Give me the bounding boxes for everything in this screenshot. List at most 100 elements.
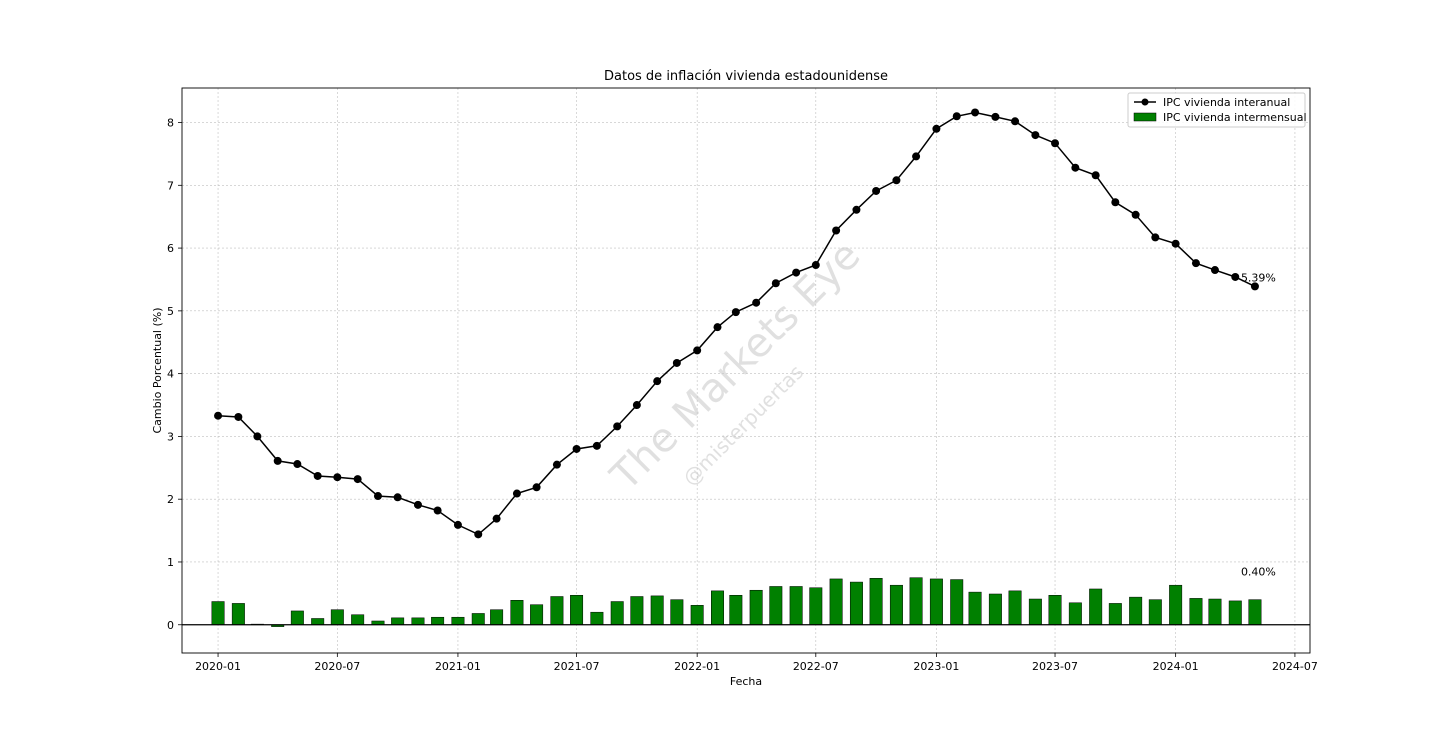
line-point [991,112,1000,121]
line-point [512,489,521,498]
bar [231,603,245,626]
bar [530,604,544,626]
bar [211,601,225,625]
line-point [693,346,702,355]
bar [1129,596,1143,626]
bar [391,617,405,625]
line-point [912,152,921,161]
watermark: The Markets Eye @misterpuertas [602,232,870,500]
y-tick-label: 8 [167,117,174,130]
bar [670,599,684,626]
line-point [1011,117,1020,126]
y-axis-label: Cambio Porcentual (%) [151,307,164,433]
bar [471,613,485,626]
x-tick-label: 2024-07 [1272,660,1318,673]
y-tick-label: 5 [167,305,174,318]
bar [829,578,843,626]
bar [1068,602,1082,625]
x-tick-label: 2023-07 [1032,660,1078,673]
line-point [393,493,402,502]
bar [988,593,1002,626]
bar [411,617,425,625]
grid [182,88,1310,653]
legend-bar-swatch [1133,112,1157,122]
legend-marker-swatch [1141,98,1149,106]
plot-frame [181,87,1311,654]
line-point [474,530,483,539]
bar [1089,588,1103,626]
line-point [1031,131,1040,140]
x-axis-label: Fecha [730,675,762,688]
line-point [752,298,761,307]
bar [1169,584,1183,626]
bar [690,605,704,625]
line-point [214,411,223,420]
bar [650,595,664,625]
bar [809,587,823,626]
bar [1048,594,1062,626]
data-label: 5.39% [1241,271,1276,284]
bar [1008,590,1022,625]
line-point [532,483,541,492]
x-tick-label: 2024-01 [1153,660,1199,673]
line-point [1151,233,1160,242]
annotations: 5.39% 0.40% [1241,271,1276,578]
line-point [713,323,722,332]
y-tick-label: 0 [167,619,174,632]
legend: IPC vivienda interanual IPC vivienda int… [1127,92,1307,128]
line-point [852,205,861,214]
legend-entry-line: IPC vivienda interanual [1163,96,1290,109]
line-point [672,358,681,367]
line-point [353,475,362,484]
line-point [552,460,561,469]
bar [869,578,883,625]
x-tick-label: 2022-01 [674,660,720,673]
line-point [1071,163,1080,172]
line-point [453,520,462,529]
bar [849,581,863,625]
legend-box [1127,92,1306,128]
line-point [1131,210,1140,219]
line-point [313,471,322,480]
line-point [952,112,961,121]
bar [451,616,465,626]
x-tick-label: 2022-07 [793,660,839,673]
line-point [771,279,780,288]
bar [1189,598,1203,626]
bar [1208,598,1222,625]
bar [889,584,903,626]
line-point [872,186,881,195]
line-point [293,460,302,469]
x-tick-label: 2020-01 [195,660,241,673]
bar [1248,599,1262,626]
x-tick-label: 2020-07 [314,660,360,673]
line-point [592,441,601,450]
y-tick-label: 3 [167,430,174,443]
line-point [832,226,841,235]
line-point [811,261,820,270]
line-point [892,176,901,185]
line-point [971,108,980,117]
line-point [653,377,662,386]
line-point [333,473,342,482]
bar [510,600,524,625]
bar [1228,600,1242,626]
line-point [373,492,382,501]
line-point [731,308,740,317]
bar [729,594,743,626]
bar [1028,598,1042,625]
y-tick-label: 4 [167,368,174,381]
watermark-main: The Markets Eye [602,232,870,500]
legend-entry-bar: IPC vivienda intermensual [1163,111,1307,124]
line-point [572,444,581,453]
bar [431,616,445,626]
y-tick-label: 2 [167,493,174,506]
bar [550,596,564,625]
line-point [253,432,262,441]
line-point [1210,266,1219,275]
line-series [214,108,1259,539]
line-point [613,422,622,431]
chart-title: Datos de inflación vivienda estadouniden… [604,69,888,84]
tick-labels: 0 1 2 3 4 5 6 7 8 2020-01 2020-07 2021-01 2021-07 202… [167,117,1318,673]
